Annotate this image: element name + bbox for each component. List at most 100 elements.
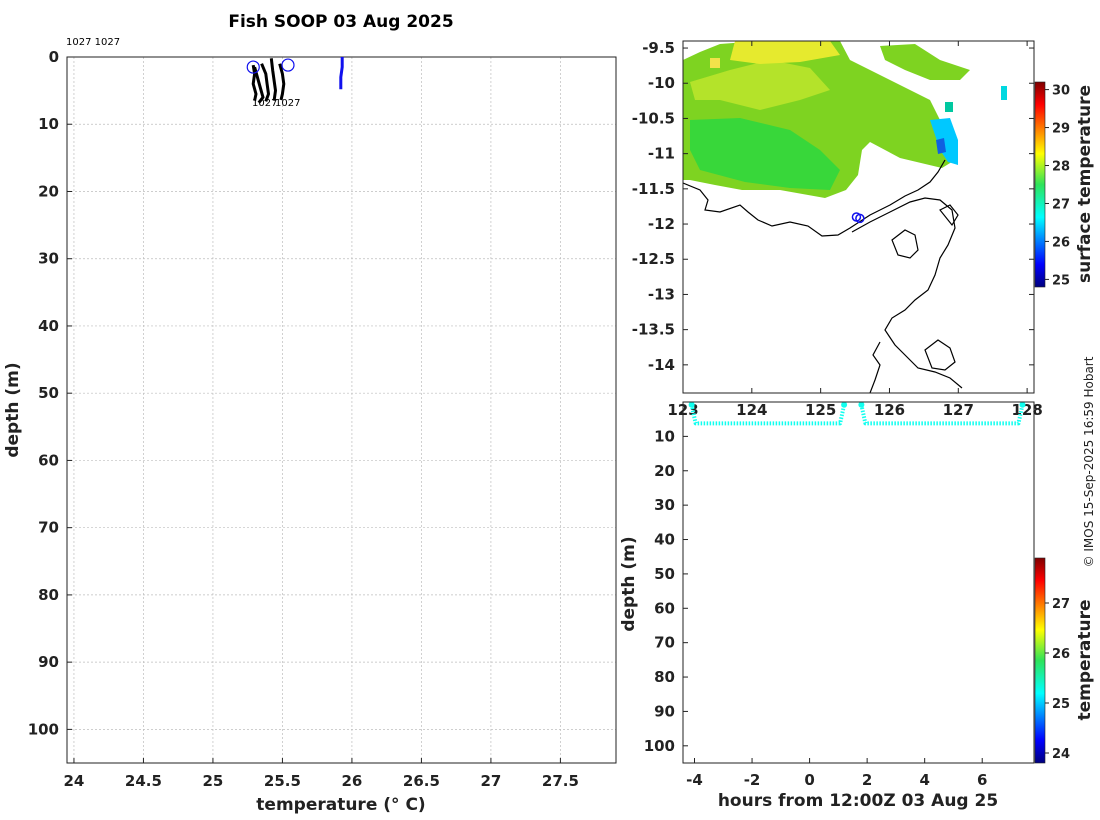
map-ytick-label: -11.5 — [632, 180, 675, 198]
sst-field — [683, 41, 1007, 198]
depthtime-track — [689, 404, 847, 426]
map-xtick-label: 126 — [874, 401, 905, 419]
profile-ytick-label: 40 — [38, 317, 59, 335]
track-marker — [855, 213, 865, 224]
profile-marker — [281, 58, 295, 72]
depthtime-xtick-label: 4 — [919, 771, 929, 789]
temp-colorbar-label: temperature — [1075, 599, 1095, 720]
sst-colorbar-tick-label: 27 — [1052, 197, 1070, 212]
profile-xtick-label: 27 — [480, 772, 501, 790]
temp-colorbar-ticks: 24 25 26 27 — [1045, 597, 1070, 762]
map-ytick-label: -13 — [648, 285, 675, 303]
profile-grid — [67, 56, 616, 763]
profile-annotation: 1027 1027 — [66, 37, 120, 48]
sst-colorbar-tick-label: 25 — [1052, 273, 1070, 288]
depthtime-ytick-label: 60 — [654, 599, 675, 617]
depthtime-ytick-label: 10 — [654, 427, 675, 445]
depthtime-point — [688, 401, 695, 408]
map-panel: 123 124 125 126 127 128-9.5-10-10.5-11-11.5-1… — [632, 39, 1095, 419]
temp-colorbar-tick-label: 24 — [1052, 747, 1070, 762]
chart-title: Fish SOOP 03 Aug 2025 — [228, 12, 453, 32]
profile-ytick-label: 0 — [49, 48, 59, 66]
sst-colorbar-label: surface temperature — [1075, 85, 1095, 283]
profile-ylabel: depth (m) — [3, 362, 23, 457]
map-frame — [682, 40, 1035, 394]
profile-ytick-label: 100 — [28, 720, 59, 738]
profile-line — [253, 66, 265, 104]
profile-panel: 24 24.5 25 25.5 26 26.5 27 27.5 0 10 20 30 40 50 60 70 8… — [3, 37, 617, 815]
map-ytick-label: -12.5 — [632, 250, 675, 268]
depthtime-point — [858, 401, 865, 408]
map-ytick-label: -10 — [648, 74, 675, 92]
map-xtick-label: 127 — [943, 401, 974, 419]
temp-colorbar — [1034, 557, 1046, 764]
sst-colorbar-tick-label: 29 — [1052, 122, 1070, 137]
depthtime-xtick-label: 2 — [862, 771, 872, 789]
depthtime-ytick-label: 20 — [654, 462, 675, 480]
sst-colorbar-tick-label: 30 — [1052, 84, 1070, 99]
map-ytick-label: -9.5 — [642, 39, 675, 57]
profile-frame — [66, 56, 617, 764]
sst-colorbar-tick-label: 28 — [1052, 160, 1070, 175]
map-xtick-label: 128 — [1011, 401, 1042, 419]
depthtime-ylabel: depth (m) — [619, 536, 639, 631]
profile-line — [269, 58, 277, 101]
depthtime-ytick-label: 50 — [654, 565, 675, 583]
map-ticks: 123 124 125 126 127 128-9.5-10-10.5-11-11.5-1… — [632, 39, 1043, 419]
depthtime-point — [841, 401, 848, 408]
profile-lines — [246, 57, 344, 104]
profile-label-2: 1027 — [275, 98, 300, 109]
sst-colorbar-tick-label: 26 — [1052, 235, 1070, 250]
depthtime-frame — [682, 401, 1035, 764]
profile-label-1: 1027 — [252, 98, 277, 109]
profile-xtick-label: 24.5 — [125, 772, 162, 790]
profile-ytick-label: 90 — [38, 653, 59, 671]
depthtime-track — [859, 404, 1025, 426]
depthtime-points — [688, 401, 1026, 426]
profile-ytick-label: 80 — [38, 586, 59, 604]
depthtime-ticks: -4 -2 0 2 4 6 10 20 30 40 50 60 70 80 90 100 — [644, 427, 988, 789]
profile-xtick-label: 24 — [64, 772, 85, 790]
sst-colorbar-ticks: 25 26 27 28 29 30 — [1045, 84, 1070, 288]
temp-colorbar-tick-label: 26 — [1052, 647, 1070, 662]
profile-line — [260, 63, 270, 102]
depthtime-xlabel: hours from 12:00Z 03 Aug 25 — [718, 791, 998, 811]
profile-ytick-label: 30 — [38, 250, 59, 268]
depthtime-xtick-label: -4 — [686, 771, 703, 789]
profile-xlabel: temperature (° C) — [256, 795, 425, 815]
profile-ticks: 24 24.5 25 25.5 26 26.5 27 27.5 0 10 20 30 40 50 60 70 8… — [28, 48, 579, 790]
profile-ytick-label: 70 — [38, 519, 59, 537]
temp-colorbar-tick-label: 27 — [1052, 597, 1070, 612]
depthtime-ytick-label: 70 — [654, 634, 675, 652]
credit-text: © IMOS 15-Sep-2025 16:59 Hobart — [1082, 356, 1096, 567]
profile-line — [278, 63, 286, 101]
profile-xtick-label: 27.5 — [542, 772, 579, 790]
map-ytick-label: -10.5 — [632, 109, 675, 127]
depthtime-ytick-label: 100 — [644, 737, 675, 755]
temp-colorbar-tick-label: 25 — [1052, 697, 1070, 712]
depthtime-xtick-label: -2 — [744, 771, 761, 789]
depthtime-ytick-label: 40 — [654, 531, 675, 549]
depthtime-point — [1019, 401, 1026, 408]
depthtime-xtick-label: 6 — [977, 771, 987, 789]
map-xtick-label: 124 — [736, 401, 767, 419]
depthtime-ytick-label: 80 — [654, 668, 675, 686]
profile-xtick-label: 25 — [202, 772, 223, 790]
map-ytick-label: -14 — [648, 356, 675, 374]
sst-colorbar — [1034, 81, 1046, 288]
map-ytick-label: -12 — [648, 215, 675, 233]
profile-ytick-label: 20 — [38, 182, 59, 200]
track-markers — [851, 212, 865, 224]
coastline — [683, 159, 963, 393]
profile-ytick-label: 50 — [38, 384, 59, 402]
profile-ytick-label: 60 — [38, 451, 59, 469]
depthtime-ytick-label: 90 — [654, 702, 675, 720]
map-ytick-label: -11 — [648, 145, 675, 163]
profile-ytick-label: 10 — [38, 115, 59, 133]
depthtime-ytick-label: 30 — [654, 496, 675, 514]
map-xtick-label: 125 — [805, 401, 836, 419]
profile-xtick-label: 26.5 — [403, 772, 440, 790]
profile-marker — [246, 60, 260, 74]
